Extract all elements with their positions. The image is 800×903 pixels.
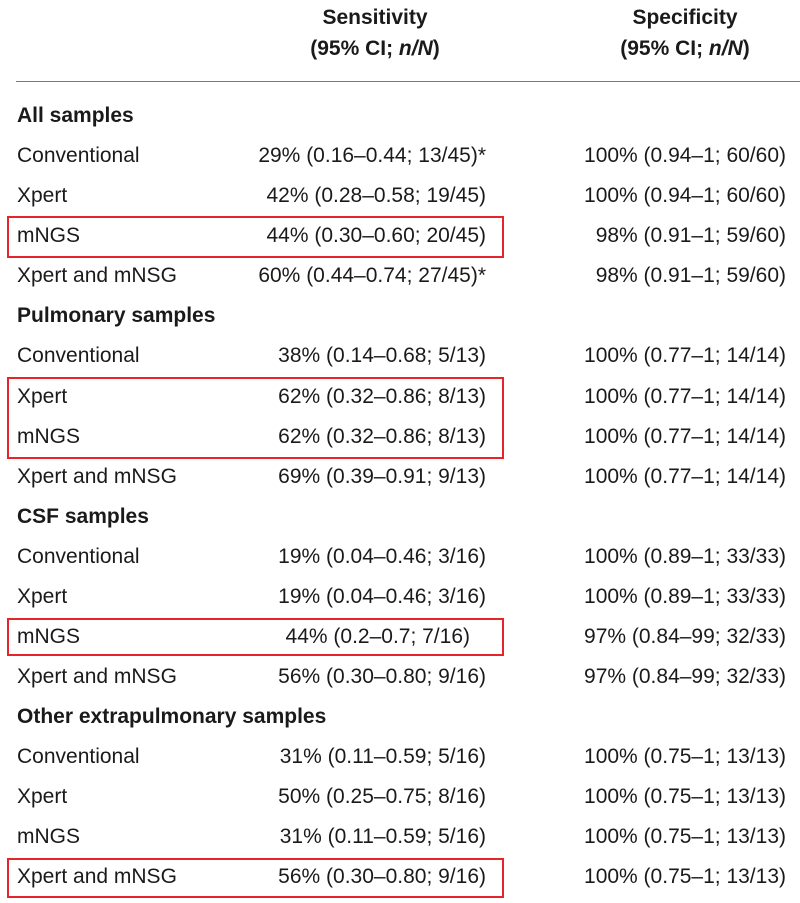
table-row: Conventional 31% (0.11–0.59; 5/16) 100% …: [0, 737, 800, 777]
sensitivity-cell: 62% (0.32–0.86; 8/13): [278, 385, 486, 408]
sensitivity-cell: 19% (0.04–0.46; 3/16): [278, 545, 486, 568]
table-row: mNGS 44% (0.30–0.60; 20/45) 98% (0.91–1;…: [0, 216, 800, 256]
specificity-cell: 100% (0.77–1; 14/14): [584, 344, 786, 367]
section-title-all-samples: All samples: [17, 104, 134, 127]
table-row: Xpert and mNSG 56% (0.30–0.80; 9/16) 100…: [0, 857, 800, 897]
row-label: mNGS: [17, 825, 80, 848]
sensitivity-cell: 56% (0.30–0.80; 9/16): [278, 865, 486, 888]
row-label: Xpert: [17, 585, 68, 608]
specificity-cell: 100% (0.75–1; 13/13): [584, 865, 786, 888]
section-title-other-extrapulmonary-samples: Other extrapulmonary samples: [17, 705, 327, 728]
table-row: Xpert and mNSG 69% (0.39–0.91; 9/13) 100…: [0, 457, 800, 497]
table-row: mNGS 62% (0.32–0.86; 8/13) 100% (0.77–1;…: [0, 417, 800, 457]
specificity-subtitle: (95% CI; n/N): [580, 33, 790, 64]
sensitivity-cell: 38% (0.14–0.68; 5/13): [278, 344, 486, 367]
row-label: Xpert and mNSG: [17, 665, 177, 688]
sensitivity-cell: 42% (0.28–0.58; 19/45): [266, 184, 487, 207]
specificity-cell: 97% (0.84–99; 32/33): [584, 665, 786, 688]
specificity-subtitle-close: ): [742, 37, 750, 60]
row-label: Xpert and mNSG: [17, 465, 177, 488]
specificity-subtitle-part: (95% CI;: [620, 37, 709, 60]
table-row: Xpert 62% (0.32–0.86; 8/13) 100% (0.77–1…: [0, 377, 800, 417]
sensitivity-cell: 50% (0.25–0.75; 8/16): [278, 785, 486, 808]
sensitivity-cell: 44% (0.2–0.7; 7/16): [285, 625, 470, 648]
table-header: Sensitivity (95% CI; n/N) Specificity (9…: [0, 0, 800, 80]
sensitivity-subtitle-part: (95% CI;: [310, 37, 399, 60]
sensitivity-cell: 31% (0.11–0.59; 5/16): [279, 745, 486, 768]
specificity-cell: 100% (0.94–1; 60/60): [584, 144, 786, 167]
row-label: Xpert: [17, 785, 68, 808]
section-title-csf-samples: CSF samples: [17, 505, 149, 528]
specificity-cell: 97% (0.84–99; 32/33): [584, 625, 786, 648]
table-row: Xpert and mNSG 60% (0.44–0.74; 27/45)* 9…: [0, 256, 800, 296]
sensitivity-cell: 69% (0.39–0.91; 9/13): [278, 465, 486, 488]
table-row: Xpert 50% (0.25–0.75; 8/16) 100% (0.75–1…: [0, 777, 800, 817]
specificity-cell: 100% (0.89–1; 33/33): [584, 545, 786, 568]
sensitivity-cell: 60% (0.44–0.74; 27/45)*: [258, 264, 486, 287]
sensitivity-subtitle-close: ): [432, 37, 440, 60]
row-label: Conventional: [17, 745, 140, 768]
row-label: mNGS: [17, 224, 80, 247]
specificity-cell: 98% (0.91–1; 59/60): [595, 224, 786, 247]
row-label: mNGS: [17, 425, 80, 448]
table-row: Xpert 42% (0.28–0.58; 19/45) 100% (0.94–…: [0, 176, 800, 216]
sensitivity-subtitle-italic: n/N: [398, 37, 433, 60]
specificity-cell: 100% (0.75–1; 13/13): [584, 785, 786, 808]
specificity-cell: 100% (0.75–1; 13/13): [584, 825, 786, 848]
row-label: Xpert: [17, 385, 68, 408]
specificity-subtitle-italic: n/N: [708, 37, 743, 60]
table-row: Conventional 38% (0.14–0.68; 5/13) 100% …: [0, 336, 800, 376]
specificity-cell: 100% (0.94–1; 60/60): [584, 184, 786, 207]
sensitivity-cell: 44% (0.30–0.60; 20/45): [266, 224, 487, 247]
specificity-cell: 100% (0.77–1; 14/14): [584, 465, 786, 488]
specificity-cell: 100% (0.77–1; 14/14): [584, 385, 786, 408]
specificity-cell: 100% (0.77–1; 14/14): [584, 425, 786, 448]
row-label: Conventional: [17, 144, 140, 167]
sensitivity-cell: 31% (0.11–0.59; 5/16): [279, 825, 486, 848]
sensitivity-title: Sensitivity: [322, 6, 428, 29]
table-row: Conventional 19% (0.04–0.46; 3/16) 100% …: [0, 537, 800, 577]
section-title-pulmonary-samples: Pulmonary samples: [17, 304, 216, 327]
row-label: Xpert and mNSG: [17, 865, 177, 888]
specificity-cell: 98% (0.91–1; 59/60): [595, 264, 786, 287]
table-row: Xpert and mNSG 56% (0.30–0.80; 9/16) 97%…: [0, 657, 800, 697]
row-label: Xpert and mNSG: [17, 264, 177, 287]
table-row: Conventional 29% (0.16–0.44; 13/45)* 100…: [0, 136, 800, 176]
sensitivity-subtitle: (95% CI; n/N): [270, 33, 480, 64]
specificity-title: Specificity: [632, 6, 738, 29]
row-label: Xpert: [17, 184, 68, 207]
sensitivity-cell: 29% (0.16–0.44; 13/45)*: [258, 144, 486, 167]
table-row: mNGS 31% (0.11–0.59; 5/16) 100% (0.75–1;…: [0, 817, 800, 857]
sensitivity-cell: 62% (0.32–0.86; 8/13): [278, 425, 486, 448]
sensitivity-cell: 56% (0.30–0.80; 9/16): [278, 665, 486, 688]
row-label: Conventional: [17, 545, 140, 568]
row-label: mNGS: [17, 625, 80, 648]
sensitivity-cell: 19% (0.04–0.46; 3/16): [278, 585, 486, 608]
table-row: mNGS 44% (0.2–0.7; 7/16) 97% (0.84–99; 3…: [0, 617, 800, 657]
table-row: Xpert 19% (0.04–0.46; 3/16) 100% (0.89–1…: [0, 577, 800, 617]
row-label: Conventional: [17, 344, 140, 367]
sensitivity-column-header: Sensitivity (95% CI; n/N): [270, 2, 480, 64]
header-divider: [16, 81, 800, 82]
specificity-column-header: Specificity (95% CI; n/N): [580, 2, 790, 64]
specificity-cell: 100% (0.75–1; 13/13): [584, 745, 786, 768]
specificity-cell: 100% (0.89–1; 33/33): [584, 585, 786, 608]
